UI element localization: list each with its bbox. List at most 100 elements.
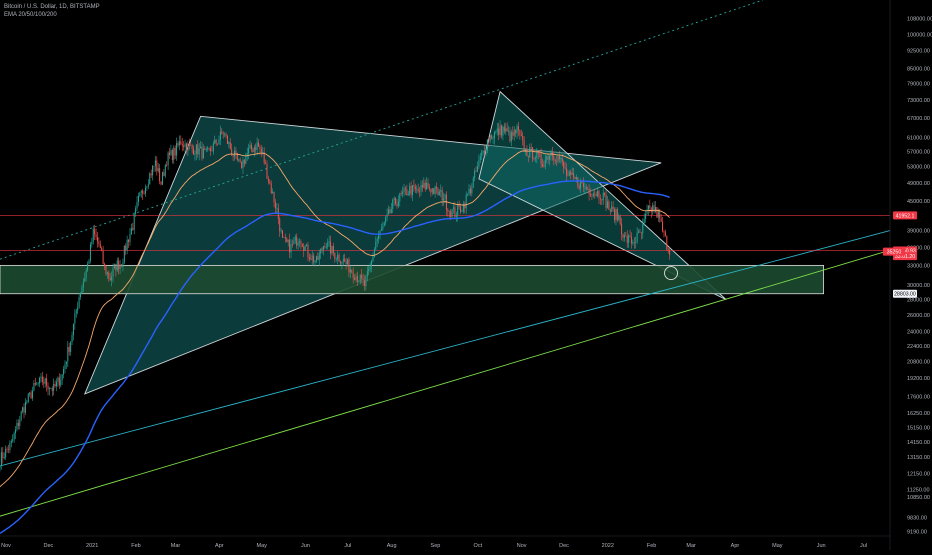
candle-body [263,152,265,163]
candle-body [101,248,103,252]
candle-body [87,263,89,271]
candle-body [474,170,476,179]
candle-body [212,143,214,152]
candle-body [592,193,594,197]
candle-body [618,215,620,221]
candle-body [113,263,115,269]
y-tick-label: 15150.00 [907,426,930,432]
candle-body [451,209,453,217]
candle-body [667,249,669,251]
candle-body [248,148,250,154]
candle-body [246,153,248,157]
candle-body [369,266,371,270]
candle-body [125,245,127,251]
candle-body [529,146,531,157]
candle-body [262,152,264,153]
candle-body [385,217,387,223]
x-tick-label: Jul [344,543,351,549]
candle-body [61,374,63,381]
candle-body [478,159,480,167]
candle-body [245,156,247,164]
candle-body [85,270,87,278]
ema-line-200 [0,180,670,534]
x-tick-label: 2022 [602,543,614,549]
candle-body [403,188,405,193]
candle-body [656,207,658,218]
candle-body [202,148,204,159]
candle-body [324,246,326,248]
candle-body [308,257,310,260]
candle-body [80,293,82,298]
candle-body [527,156,529,157]
candle-body [115,263,117,271]
candle-body [547,156,549,160]
candle-body [492,138,494,139]
candle-body [471,187,473,194]
candle-body [595,194,597,197]
candle-body [135,208,137,214]
candle-body [317,256,319,260]
candle-body [64,364,66,370]
candle-body [166,165,168,166]
candle-body [75,310,77,314]
candle-body [149,173,151,185]
candle-body [407,193,409,196]
candle-body [252,149,254,152]
candle-body [501,125,503,136]
candle-body [266,163,268,179]
candle-body [520,134,522,137]
candle-body [516,126,518,134]
candle-body [526,148,528,157]
candle-body [362,278,364,281]
candle-body [536,151,538,158]
candle-body [366,271,368,277]
candle-body [297,242,299,246]
candle-body [187,143,189,152]
y-tick-label: 19200.00 [907,376,930,382]
x-tick-label: Apr [731,543,740,549]
candle-body [26,402,28,403]
x-tick-label: May [772,543,783,549]
candle-body [197,144,199,155]
symbol-title: Bitcoin / U.S. Dollar, 1D, BITSTAMP [4,4,100,10]
candle-body [236,153,238,161]
candle-body [170,150,172,155]
candle-body [387,209,389,215]
candle-body [341,262,343,264]
x-tick-label: Feb [647,543,656,549]
candle-body [522,136,524,141]
candle-body [31,390,33,399]
price-tag-bg [893,289,917,298]
candle-body [65,361,67,365]
candle-body [13,433,15,440]
trendline-teal-support [0,230,890,467]
candle-body [512,132,514,136]
candle-body [267,178,269,182]
indicator-title: EMA 20/50/100/200 [4,12,57,18]
candle-body [508,130,510,132]
candle-body [102,251,104,264]
candle-body [608,201,610,210]
candle-body [400,193,402,194]
candle-body [467,194,469,195]
candle-body [77,307,79,311]
y-tick-label: 24000.00 [907,330,930,336]
candle-body [269,181,271,184]
y-tick-label: 45000.00 [907,199,930,205]
candle-body [201,146,203,159]
candle-body [639,231,641,233]
candle-body [406,189,408,196]
candle-body [36,383,38,385]
candle-body [663,231,665,233]
price-tag-label: 35450.93 [894,248,916,254]
candle-body [214,139,216,144]
x-tick-label: Apr [215,543,224,549]
candle-body [499,125,501,135]
candle-body [382,226,384,229]
x-tick-label: Jun [301,543,310,549]
candle-body [359,274,361,282]
candle-body [619,215,621,224]
candle-body [544,159,546,167]
